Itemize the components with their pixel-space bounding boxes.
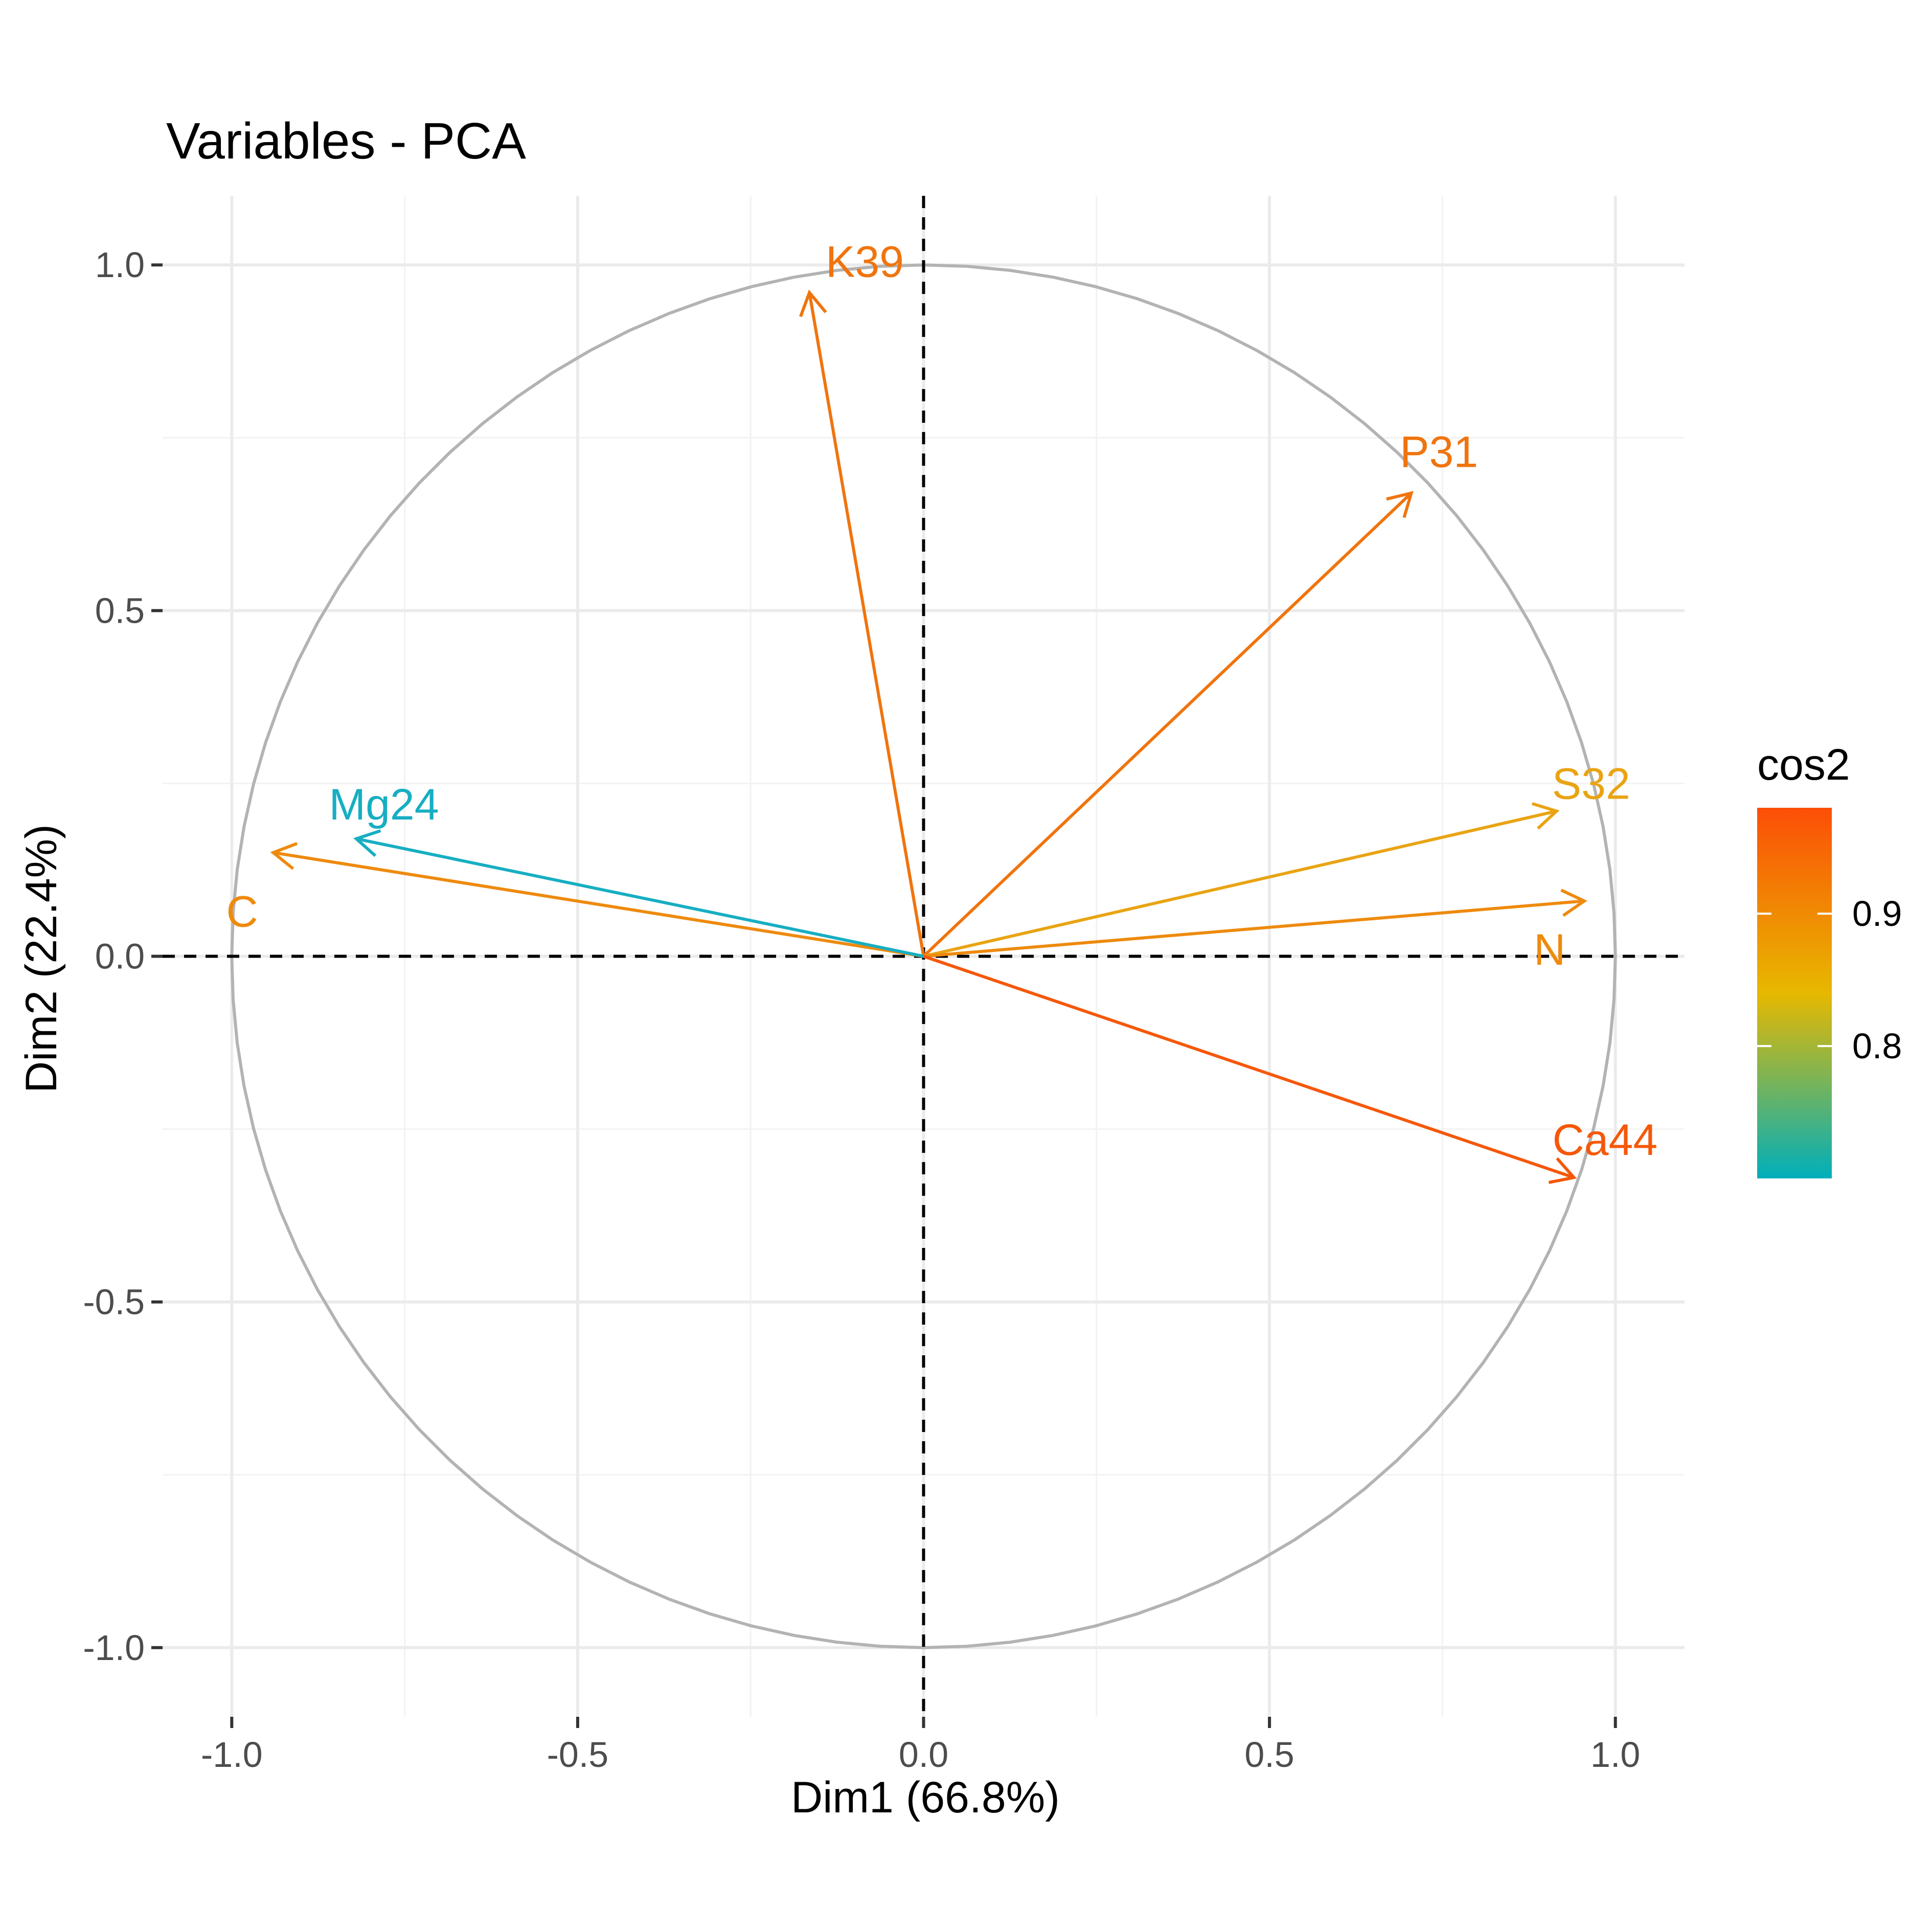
chart-title: Variables - PCA xyxy=(166,112,526,170)
x-tick-label: 0.5 xyxy=(1244,1735,1294,1775)
legend-tick-label: 0.8 xyxy=(1852,1026,1902,1066)
arrow-s32 xyxy=(923,802,1560,958)
variable-label-mg24: Mg24 xyxy=(329,780,439,829)
variable-label-s32: S32 xyxy=(1552,759,1630,808)
arrow-shaft xyxy=(922,492,1413,958)
arrow-shaft xyxy=(923,809,1557,958)
variable-label-n: N xyxy=(1534,925,1565,974)
legend-ticks: 0.8 0.9 xyxy=(1757,894,1902,1066)
x-axis: -1.0 -0.5 0.0 0.5 1.0 xyxy=(201,1717,1640,1775)
variable-label-p31: P31 xyxy=(1400,427,1478,476)
y-tick-label: 0.0 xyxy=(95,937,145,976)
arrow-shaft xyxy=(273,851,924,958)
arrow-ca44 xyxy=(923,954,1577,1184)
x-axis-title: Dim1 (66.8%) xyxy=(791,1773,1060,1822)
arrow-shaft xyxy=(356,837,924,958)
arrow-n xyxy=(923,889,1587,958)
arrow-c xyxy=(270,842,924,958)
arrow-shaft xyxy=(808,292,925,957)
arrow-mg24 xyxy=(353,829,924,958)
x-tick-label: -0.5 xyxy=(547,1735,609,1775)
cos2-legend: cos2 0.8 0.9 xyxy=(1757,740,1902,1178)
arrow-k39 xyxy=(799,289,925,957)
y-tick-label: 1.0 xyxy=(95,245,145,285)
arrow-head xyxy=(1531,802,1560,830)
arrow-shaft xyxy=(923,954,1575,1179)
arrow-p31 xyxy=(922,491,1414,958)
y-tick-label: -0.5 xyxy=(83,1282,145,1322)
x-tick-label: -1.0 xyxy=(201,1735,263,1775)
legend-tick-label: 0.9 xyxy=(1852,894,1902,934)
variable-labels: K39 P31 S32 N Ca44 C Mg24 xyxy=(226,237,1658,1164)
arrow-head xyxy=(799,289,827,317)
y-axis: -1.0 -0.5 0.0 0.5 1.0 xyxy=(83,245,163,1668)
arrow-shaft xyxy=(923,899,1585,958)
arrow-head xyxy=(353,829,381,857)
y-axis-title: Dim2 (22.4%) xyxy=(17,824,66,1093)
variable-label-k39: K39 xyxy=(826,237,904,286)
legend-title: cos2 xyxy=(1757,740,1850,789)
variable-arrows xyxy=(270,289,1587,1184)
legend-colorbar xyxy=(1757,808,1832,1178)
arrow-head xyxy=(1386,491,1414,518)
y-tick-label: 0.5 xyxy=(95,590,145,630)
x-tick-label: 1.0 xyxy=(1590,1735,1640,1775)
arrow-head xyxy=(270,842,298,870)
variable-label-c: C xyxy=(226,888,258,937)
arrow-head xyxy=(1560,889,1587,917)
x-tick-label: 0.0 xyxy=(899,1735,948,1775)
y-tick-label: -1.0 xyxy=(83,1628,145,1668)
arrow-head xyxy=(1548,1157,1577,1184)
variable-label-ca44: Ca44 xyxy=(1553,1116,1658,1165)
